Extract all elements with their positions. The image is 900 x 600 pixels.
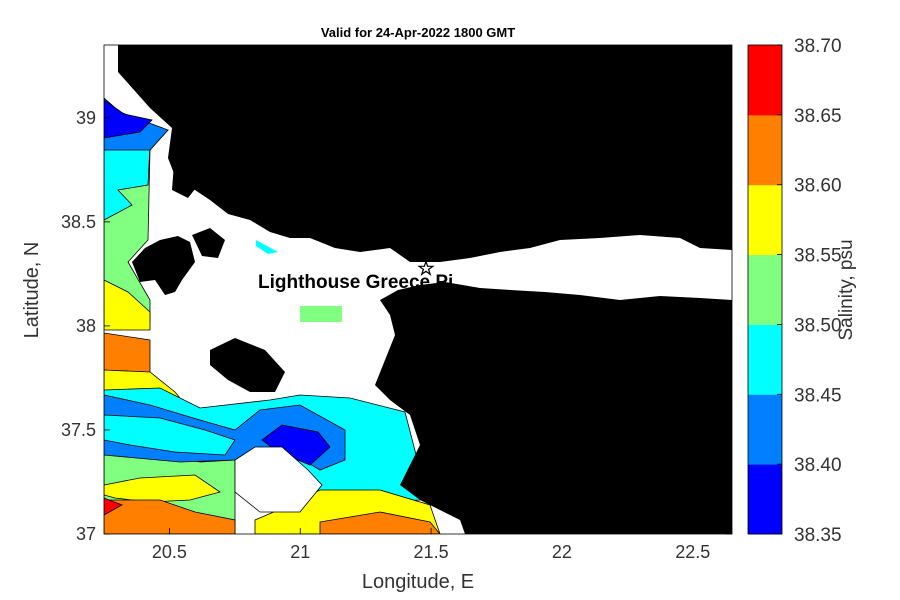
x-tick-label: 20.5 bbox=[152, 542, 187, 562]
chart-title: Valid for 24-Apr-2022 1800 GMT bbox=[321, 25, 515, 40]
land-island-kefalonia bbox=[132, 236, 195, 295]
map-layer bbox=[104, 45, 732, 534]
colorbar-swatch bbox=[748, 114, 782, 186]
colorbar-tick-label: 38.50 bbox=[794, 315, 842, 336]
land-island-ithaca bbox=[192, 228, 225, 258]
salinity-cell-38.45-gulf bbox=[256, 240, 278, 254]
land-island-lefkada bbox=[172, 150, 202, 198]
salinity-band-38.35-north bbox=[104, 99, 153, 139]
x-axis-label: Longitude, E bbox=[362, 571, 474, 593]
colorbar-swatch bbox=[748, 464, 782, 535]
colorbar-tick-label: 38.40 bbox=[794, 455, 842, 476]
salinity-cell-38.50 bbox=[300, 306, 342, 322]
colorbar-swatch bbox=[748, 184, 782, 256]
colorbar-tick-label: 38.35 bbox=[794, 525, 842, 546]
colorbar-swatch bbox=[748, 254, 782, 325]
colorbar-tick-label: 38.55 bbox=[794, 246, 842, 267]
colorbar-swatch bbox=[748, 45, 782, 116]
salinity-band-38.60-west bbox=[104, 332, 151, 373]
location-annotation: Lighthouse Greece Pi bbox=[258, 272, 453, 293]
y-tick-label: 37.5 bbox=[61, 420, 96, 440]
y-axis-label: Latitude, N bbox=[21, 242, 43, 339]
colorbar-tick-label: 38.45 bbox=[794, 385, 842, 406]
x-tick-label: 22 bbox=[552, 542, 572, 562]
y-tick-label: 38 bbox=[76, 316, 96, 336]
land-mainland-north bbox=[118, 45, 732, 262]
salinity-band-38.55-west bbox=[104, 279, 151, 331]
colorbar-tick-label: 38.70 bbox=[794, 36, 842, 57]
x-axis: 20.5 21 21.5 22 22.5 bbox=[152, 45, 710, 562]
colorbar-frame bbox=[747, 44, 783, 535]
land-strip-south bbox=[445, 470, 470, 505]
y-tick-label: 37 bbox=[76, 524, 96, 544]
nodata-patch bbox=[234, 446, 323, 513]
colorbar: 38.35 38.40 38.45 38.50 38.55 38.60 38.65 38.70 bbox=[747, 36, 842, 546]
colorbar-tick-label: 38.60 bbox=[794, 176, 842, 197]
colorbar-swatch bbox=[748, 394, 782, 465]
colorbar-swatch bbox=[748, 324, 782, 395]
colorbar-label: Salinity, psu bbox=[836, 239, 857, 340]
land-island-zakynthos bbox=[210, 338, 285, 392]
x-tick-label: 22.5 bbox=[675, 542, 710, 562]
salinity-band-38.65-south bbox=[104, 497, 123, 516]
land-peloponnese bbox=[375, 282, 732, 534]
colorbar-tick-label: 38.65 bbox=[794, 106, 842, 127]
y-tick-label: 39 bbox=[76, 108, 96, 128]
location-star-icon: ☆ bbox=[417, 258, 435, 280]
x-tick-label: 21 bbox=[290, 542, 310, 562]
plot-frame bbox=[103, 44, 733, 535]
x-tick-label: 21.5 bbox=[414, 542, 449, 562]
salinity-band-38.60-southeast bbox=[319, 511, 441, 534]
salinity-band-38.45-west-strip bbox=[104, 414, 236, 456]
salinity-band-38.60-south bbox=[104, 499, 236, 534]
y-tick-label: 38.5 bbox=[61, 212, 96, 232]
y-axis: 37 37.5 38 38.5 39 bbox=[61, 108, 732, 544]
